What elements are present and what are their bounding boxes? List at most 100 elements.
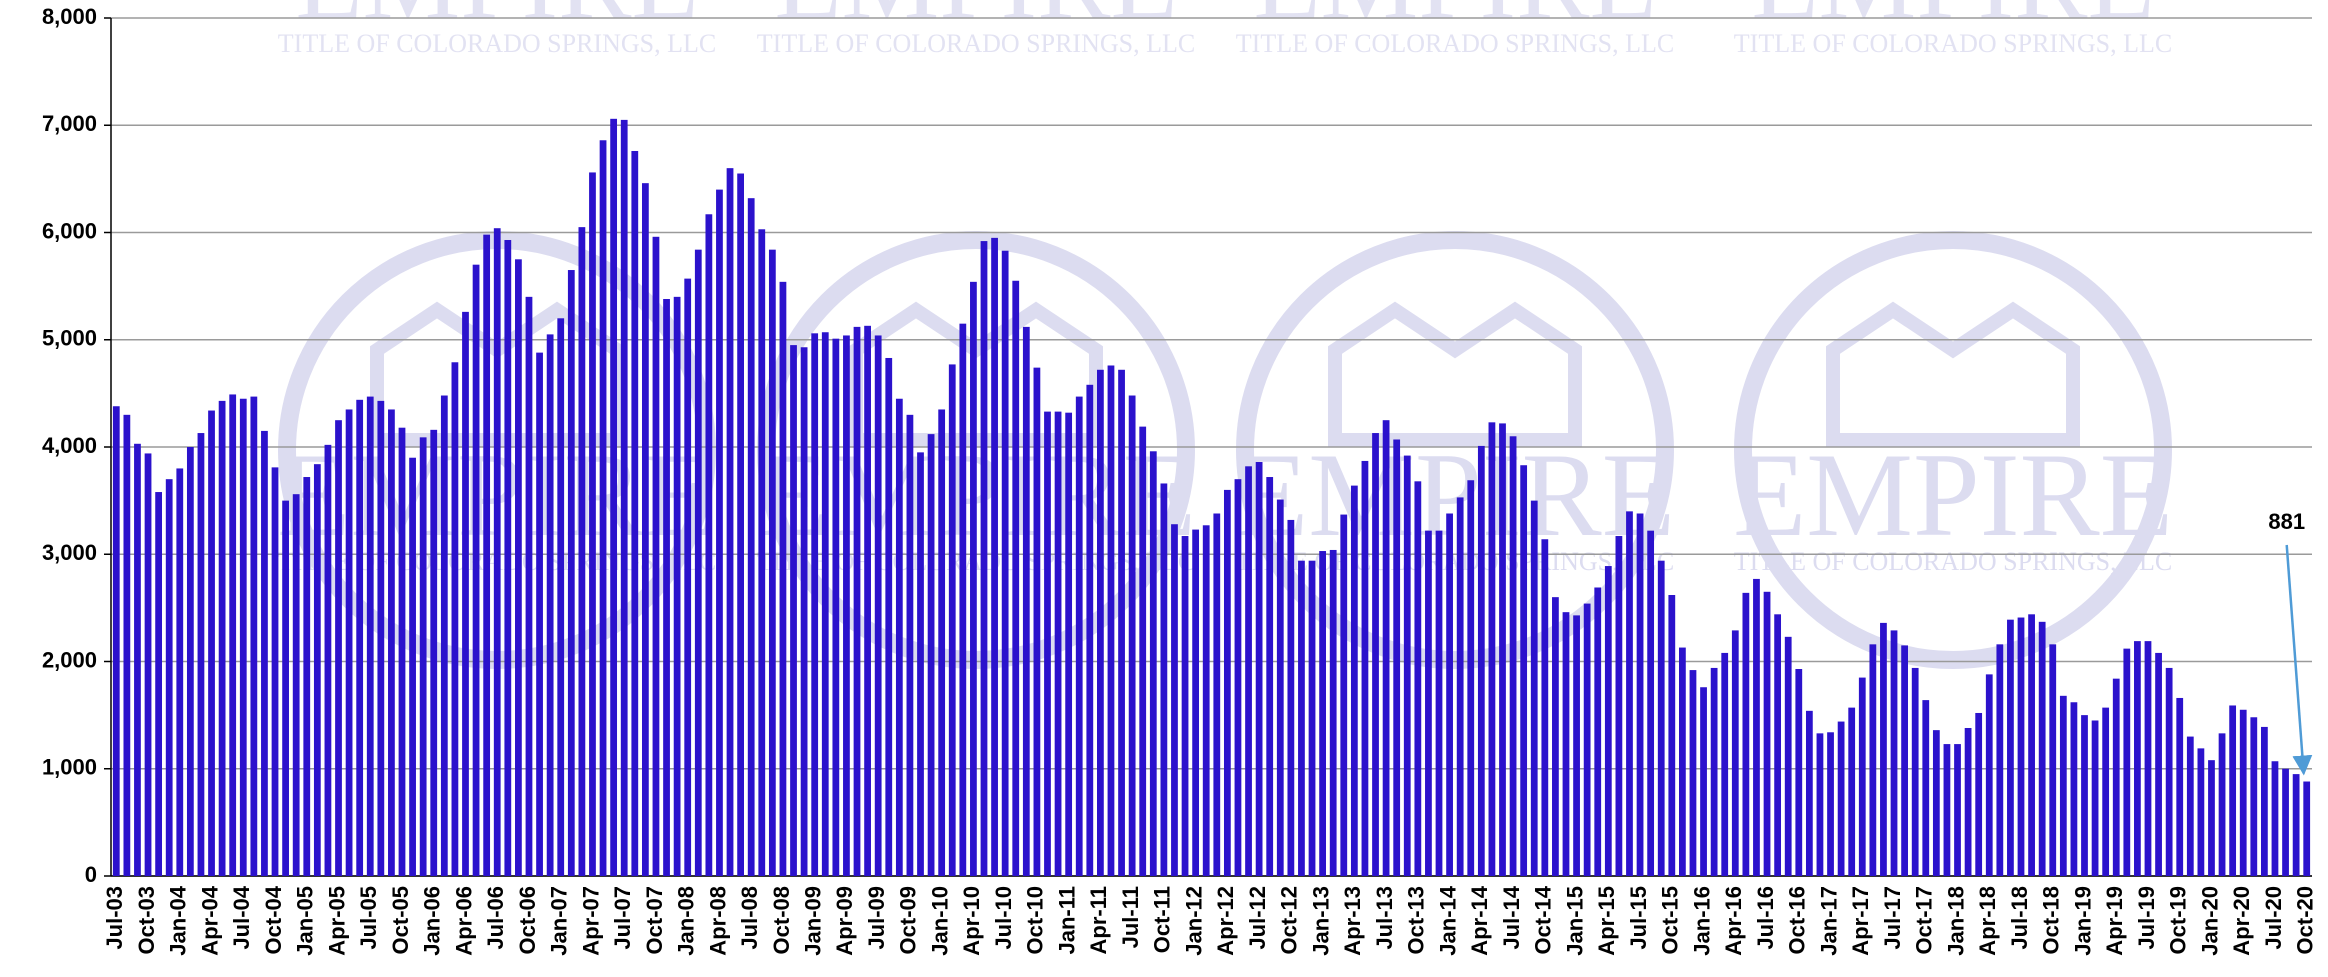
x-tick-label: Jan-20 [2197,886,2222,956]
x-tick-label: Jan-19 [2070,886,2095,956]
bar [610,118,618,876]
x-tick-label: Apr-04 [197,885,222,955]
x-tick-label: Jan-07 [547,886,572,956]
bar [176,468,184,876]
x-tick-label: Apr-07 [578,886,603,956]
x-tick-label: Apr-05 [324,886,349,956]
bar [1033,367,1041,876]
watermark-sub: TITLE OF COLORADO SPRINGS, LLC [1236,29,1674,58]
bar [599,140,607,876]
bar [324,444,332,876]
bar [1932,730,1940,876]
bar [1784,636,1792,876]
bar [1964,727,1972,876]
bar [1403,455,1411,876]
bar [1647,530,1655,876]
bar [853,326,861,876]
bar [1880,622,1887,876]
watermark-name: EMPIRE [1751,0,2154,42]
x-tick-label: Jan-14 [1435,885,1460,955]
bar [1805,710,1813,876]
x-tick-label: Apr-12 [1213,886,1238,956]
bar [1245,466,1252,876]
bar [917,452,924,876]
bar [515,259,522,876]
x-tick-label: Apr-14 [1467,885,1492,955]
bar [1615,536,1623,876]
bar [2017,617,2025,876]
x-tick-label: Apr-11 [1086,886,1111,954]
bar [1350,485,1358,876]
bar [440,395,448,876]
bar [1022,326,1030,876]
bar [737,173,744,876]
bar [2091,720,2099,876]
bar [1160,483,1168,876]
bar [1149,451,1157,876]
bar [1975,712,1983,876]
x-tick-label: Jan-11 [1054,886,1079,955]
bar [2271,761,2279,876]
y-tick-label: 3,000 [42,540,97,565]
bar [663,298,670,876]
bar [1541,539,1549,876]
bar [1319,551,1326,876]
bar [1234,479,1242,876]
x-tick-label: Apr-20 [2229,886,2254,956]
x-tick-label: Jan-17 [1816,886,1841,956]
bar [2218,733,2226,876]
bar [1509,436,1517,876]
bar [705,214,713,876]
bar [1901,645,1908,876]
x-tick-label: Jan-15 [1562,886,1587,956]
x-tick-label: Jul-06 [483,886,508,950]
bar [1763,591,1771,876]
bar [1446,513,1453,876]
bar [2134,641,2141,876]
bar [144,453,152,876]
watermark-name: EMPIRE [774,0,1177,42]
x-tick-label: Apr-16 [1721,886,1746,956]
x-tick-label: Oct-11 [1150,886,1175,953]
x-tick-label: Oct-17 [1912,886,1937,954]
bar [1372,433,1379,876]
y-tick-label: 0 [85,862,97,887]
x-tick-label: Jul-08 [737,886,762,950]
bar [1996,644,2004,876]
bar [2081,715,2088,876]
bar [2292,774,2300,876]
bar [1425,530,1432,876]
y-tick-label: 4,000 [42,433,97,458]
bar [1848,707,1856,876]
bar [557,318,565,876]
bar [2070,702,2078,876]
bar [1329,549,1337,876]
bar [335,420,342,876]
bar [1107,365,1115,876]
bar [758,229,766,877]
x-tick-label: Jul-12 [1245,886,1270,950]
bar [462,311,469,876]
x-tick-label: Jul-11 [1118,886,1143,948]
x-tick-label: Jul-09 [864,886,889,950]
annotation-arrow [2285,544,2313,776]
x-tick-label: Oct-07 [642,886,667,954]
x-tick-label: Jul-10 [991,886,1016,950]
bar [895,398,903,876]
bar [165,479,173,876]
bar [1858,677,1866,876]
bar [1721,652,1729,876]
bar [2028,614,2035,876]
bar [2155,652,2162,876]
bar [811,333,819,876]
bar [1710,667,1718,876]
bar [1827,732,1834,876]
x-tick-label: Jan-09 [800,886,825,956]
bar [208,410,215,876]
y-tick-label: 8,000 [42,4,97,29]
bar [366,396,374,876]
bar [409,457,416,876]
bar [864,325,871,876]
bar [747,198,755,876]
bar [1001,250,1009,877]
